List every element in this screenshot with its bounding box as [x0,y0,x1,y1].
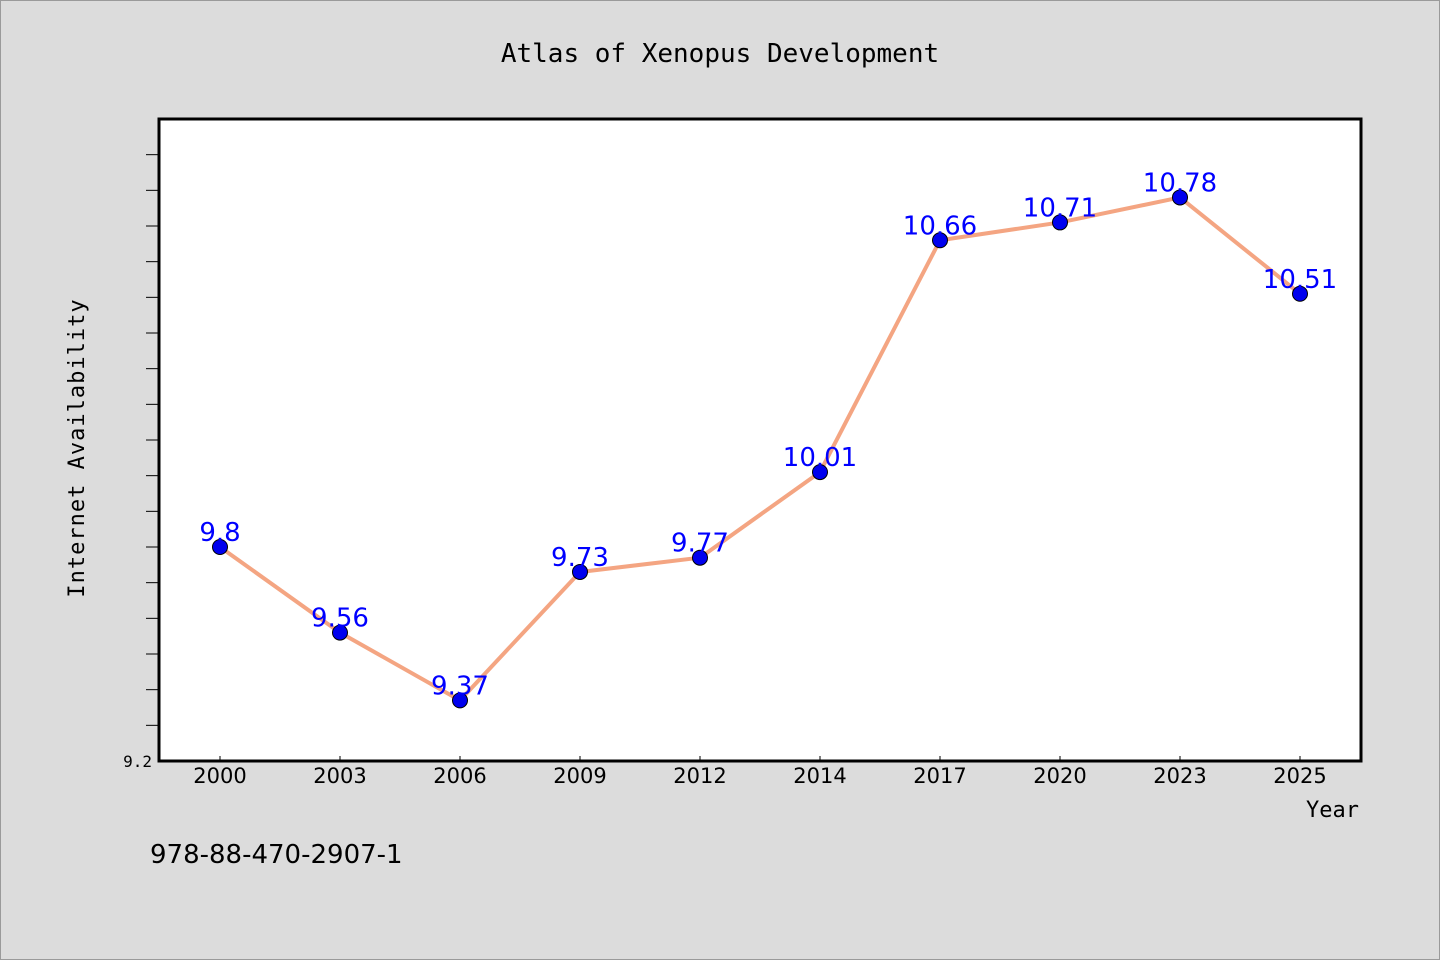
data-label: 10.51 [1263,265,1337,295]
chart-title: Atlas of Xenopus Development [501,39,939,69]
data-label: 10.78 [1143,168,1217,198]
x-tick-label: 2003 [313,764,366,788]
data-label: 9.77 [671,529,729,559]
series-line [218,195,1302,703]
x-tick-labels: 2000 2003 2006 2009 2012 2014 2017 2020 2023 2025 [193,764,1326,788]
y-tick-label: 9.2 [123,752,152,771]
data-label: 10.71 [1023,193,1097,223]
data-point [1052,214,1068,231]
x-tick-label: 2025 [1273,764,1326,788]
x-tick-label: 2017 [913,764,966,788]
x-axis-ticks [219,756,1301,761]
x-tick-label: 2009 [553,764,606,788]
data-point [332,624,348,641]
plot-area [157,117,1363,763]
x-tick-label: 2023 [1153,764,1206,788]
data-point [1292,285,1308,302]
data-label: 10.66 [903,211,977,241]
x-axis-label: Year [1306,798,1359,823]
data-point [1172,189,1188,206]
data-point [572,563,588,580]
x-tick-label: 2000 [193,764,246,788]
data-labels: 9.8 9.56 9.37 9.73 9.77 10.01 10.66 10.71 10.78 1… [199,168,1337,701]
data-label: 9.8 [199,518,240,548]
x-tick-label: 2014 [793,764,846,788]
data-label: 9.37 [431,671,489,701]
data-point [932,232,948,249]
data-point [812,464,828,481]
x-tick-label: 2012 [673,764,726,788]
data-point [212,539,228,555]
series-markers [212,189,1308,709]
x-tick-label: 2020 [1033,764,1086,788]
data-label: 10.01 [783,443,857,473]
data-point [452,692,468,709]
data-label: 9.73 [551,543,609,573]
isbn-footer: 978-88-470-2907-1 [150,840,403,870]
data-label: 9.56 [311,604,369,634]
x-tick-label: 2006 [433,764,486,788]
y-axis-label: Internet Availability [65,298,90,597]
y-axis-ticks [146,154,159,726]
data-point [692,549,708,566]
